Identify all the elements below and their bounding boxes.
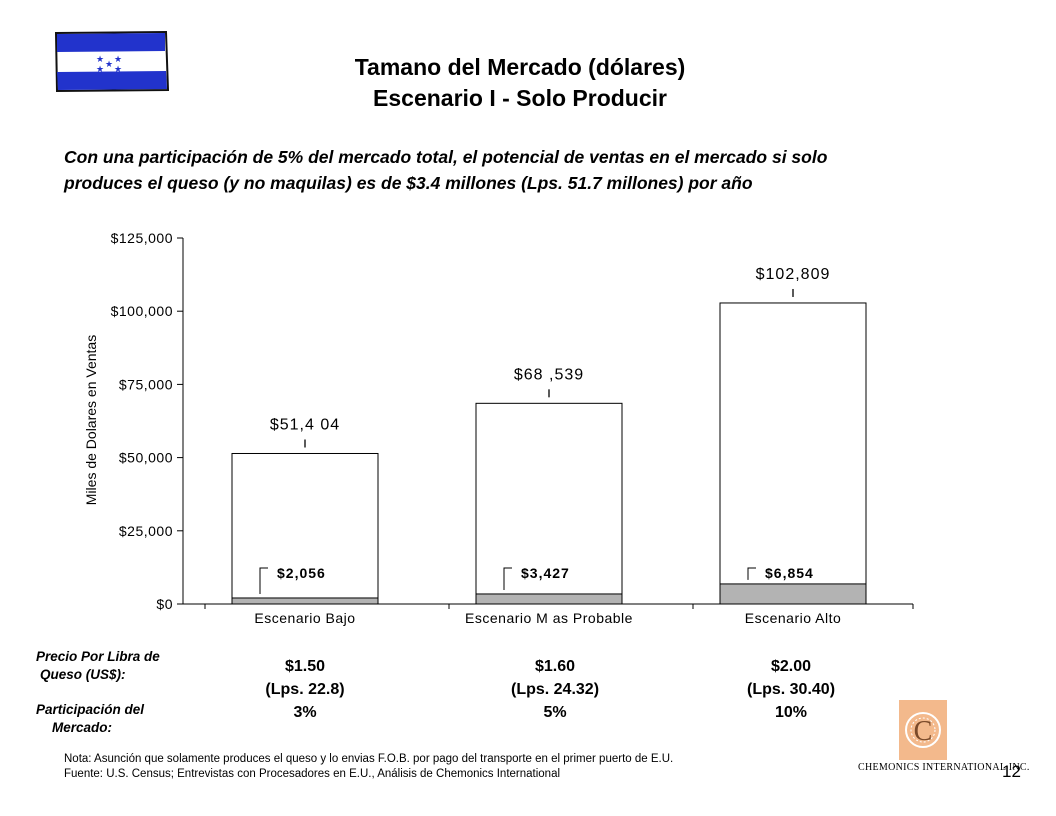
bar-total [475,402,623,605]
bar-total [719,302,867,605]
company-name: CHEMONICS INTERNATIONAL INC. [858,762,1030,773]
price-lps: (Lps. 24.32) [510,681,600,698]
bar-share [231,597,379,605]
price-label-line-2: Queso (US$): [40,667,126,682]
bar-total [231,452,379,605]
column-probable: $1.60 (Lps. 24.32) 5% [480,655,630,724]
x-category-label: Escenario M as Probable [465,610,633,626]
x-category-label: Escenario Bajo [254,610,355,626]
y-tick-label: $125,000 [111,230,173,246]
svg-text:★: ★ [96,55,104,65]
price-lps: (Lps. 30.40) [746,681,836,698]
price-label: Precio Por Libra de Queso (US$): [36,648,160,684]
footnotes: Nota: Asunción que solamente produces el… [64,752,673,782]
svg-text:★: ★ [114,65,122,75]
share-value: 10% [774,704,808,721]
bar-share-label: $2,056 [277,565,326,581]
note-text: Nota: Asunción que solamente produces el… [64,753,674,765]
svg-text:★: ★ [96,65,104,75]
share-value: 5% [543,704,567,721]
y-tick-label: $50,000 [119,450,173,466]
column-alto: $2.00 (Lps. 30.40) 10% [716,655,866,724]
bar-total-label: $68 ,539 [514,366,584,383]
title-line-1: Tamano del Mercado (dólares) [354,54,686,80]
y-tick-label: $75,000 [119,376,173,392]
intro-text: Con una participación de 5% del mercado … [64,147,828,193]
column-bajo: $1.50 (Lps. 22.8) 3% [230,655,380,724]
price-label-line-1: Precio Por Libra de [36,649,160,664]
svg-text:★: ★ [114,55,122,65]
page-number: 12 [1002,762,1021,781]
honduras-flag: ★ ★ ★ ★ ★ [54,30,170,93]
source-text: Fuente: U.S. Census; Entrevistas con Pro… [64,768,561,780]
svg-text:★: ★ [105,60,113,70]
x-category-label: Escenario Alto [745,610,842,626]
title-line-2: Escenario I - Solo Producir [373,85,667,111]
flag-stars: ★ ★ ★ ★ ★ [96,55,122,75]
share-leader [503,567,512,590]
bar-total-label: $51,4 04 [270,416,340,433]
bar-share [475,593,623,605]
share-label-line-1: Participación del [36,702,145,717]
bar-share [719,583,867,605]
share-label-line-2: Mercado: [52,720,113,735]
bar-share-label: $6,854 [765,565,814,581]
share-value: 3% [293,704,317,721]
page-title: Tamano del Mercado (dólares) Escenario I… [230,52,810,114]
price-value: $1.60 [534,658,576,675]
y-tick-label: $0 [156,596,173,612]
share-label: Participación del Mercado: [36,701,144,737]
bar-total-label: $102,809 [756,266,831,283]
share-leader [259,567,268,594]
y-axis-title: Miles de Dolares en Ventas [83,335,99,505]
logo-c-icon: C [905,712,941,748]
price-value: $2.00 [770,658,812,675]
price-lps: (Lps. 22.8) [265,681,345,698]
price-value: $1.50 [284,658,326,675]
y-tick-label: $100,000 [111,303,173,319]
chemonics-logo: C [899,700,947,760]
y-tick-label: $25,000 [119,523,173,539]
share-leader [747,567,756,580]
bar-share-label: $3,427 [521,565,570,581]
svg-text:C: C [914,716,933,747]
